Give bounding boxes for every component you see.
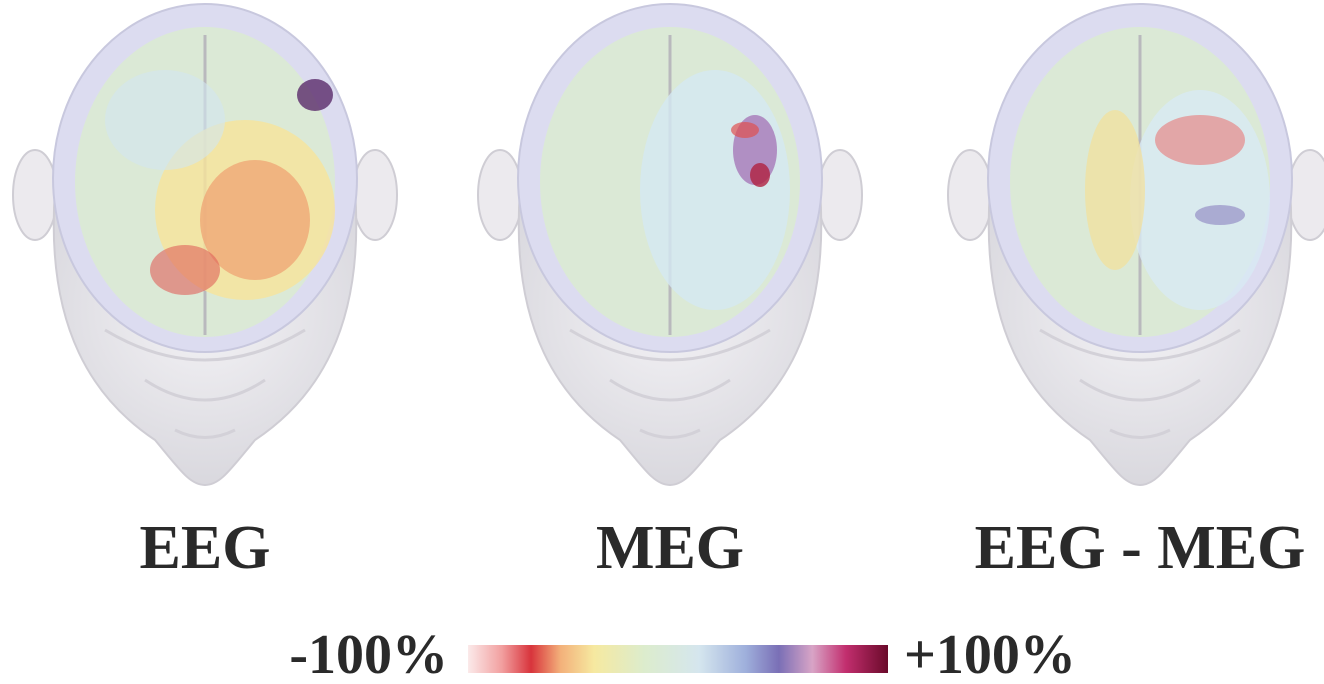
colorbar-min-label: -100% [289,624,448,684]
colorbar-max-label: +100% [904,624,1076,684]
eeg-head [13,4,397,485]
panel-label: MEG [596,514,744,582]
panel-label: EEG - MEG [975,514,1306,582]
panel-label: EEG [140,514,271,582]
colorbar [468,645,888,673]
diff-head [948,4,1324,485]
page: {"panels": [{"label": "EEG"}, {"label": … [0,0,1324,684]
meg-head [478,4,862,485]
figure: EEG MEG EEG - MEG -100% +100% [0,0,1324,684]
